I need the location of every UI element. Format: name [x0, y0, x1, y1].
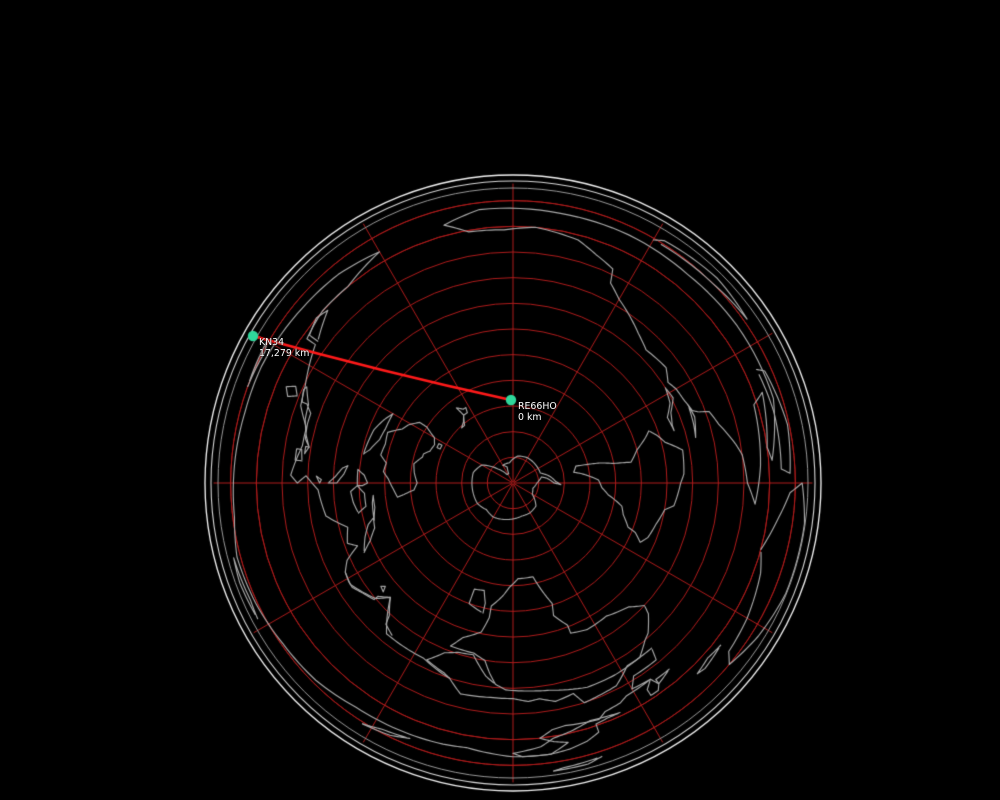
figure-panel: Azimuthal Equidistant Projection RE66HO …	[0, 0, 1000, 800]
azimuthal-equidistant-map[interactable]	[0, 0, 1000, 800]
